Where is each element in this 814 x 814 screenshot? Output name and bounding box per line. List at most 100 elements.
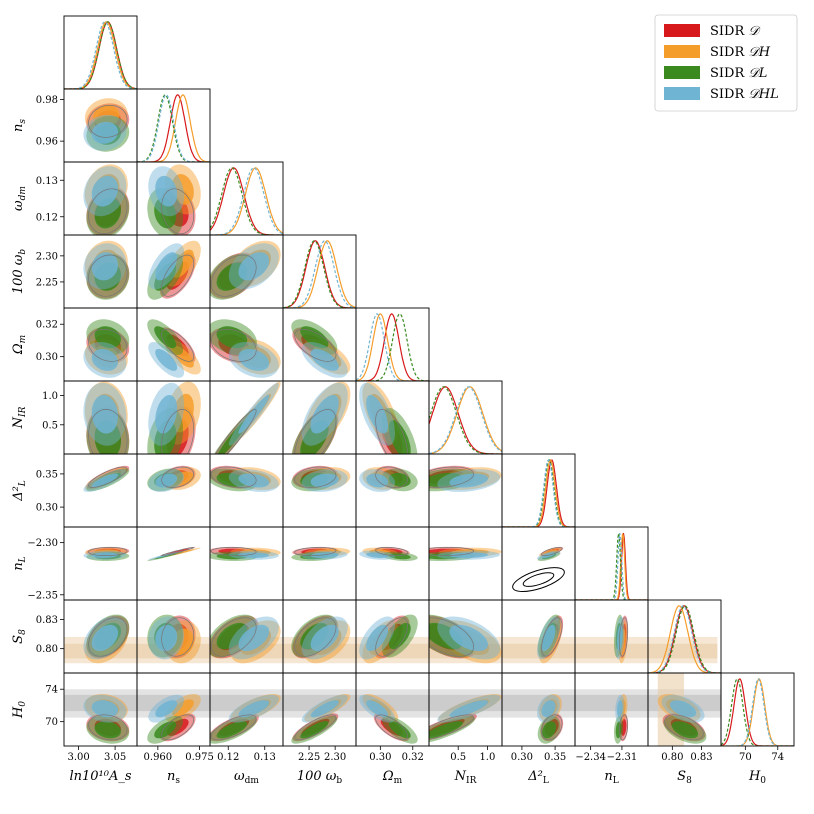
y-tick-label-omb-1: 2.30: [36, 251, 58, 262]
contour-inner-omdm-S8-3: [238, 624, 270, 652]
panel-nL-nL: [574, 526, 649, 601]
marginal-Om-series-2: [356, 313, 429, 381]
contour-inner-Om-H0-3: [366, 700, 388, 718]
contour-ring-nL-S8: [619, 617, 628, 657]
panel-ns-omdm: [136, 161, 211, 236]
marginal-Om-series-0: [356, 313, 429, 381]
panel-omdm-omdm: [209, 161, 284, 236]
contour-inner-omdm-NIR-3: [238, 395, 270, 434]
marginal-Om-series-1: [356, 313, 429, 381]
contour-ring-NIR-DL2: [429, 466, 474, 488]
marginal-omb-series-0: [283, 240, 356, 308]
panel-frame: [501, 453, 576, 528]
legend: SIDR 𝒟 SIDR 𝒟H SIDR 𝒟L SIDR 𝒟HL: [654, 14, 798, 112]
y-axis-label-DL2: Δ²L: [11, 480, 28, 502]
panels: [63, 15, 795, 747]
panel-NIR-S8: [428, 599, 503, 674]
contour-inner-DL2-H0-3: [541, 700, 556, 718]
x-tick-label-S8-0: 0.80: [661, 752, 683, 763]
marginal-nL-series-1: [575, 533, 648, 600]
x-axis-label-omdm: ωdm: [234, 769, 259, 786]
contour-inner-omb-nL-3: [310, 552, 339, 558]
contour-inner-nL-H0-0: [620, 718, 627, 736]
contour-inner-omdm-Om-3: [238, 349, 270, 371]
marginal-NIR-series-2: [429, 386, 502, 454]
y-tick-label-ns-0: 0.96: [36, 137, 58, 148]
contour-ring-nL-H0: [619, 714, 628, 741]
x-tick-label-NIR-1: 1.0: [479, 752, 495, 763]
contour-inner-ns-nL-0: [166, 548, 189, 555]
y-tick-label-NIR-0: 0.5: [42, 420, 58, 431]
y-tick-label-S8-1: 0.83: [36, 615, 58, 626]
contour-ring-ns-omb: [161, 254, 195, 297]
marginal-nL-series-0: [575, 532, 648, 600]
contour-inner-Om-NIR-3: [366, 395, 388, 434]
contour-ring-lnAs-omdm: [88, 188, 128, 235]
contour-inner-omdm-H0-2: [216, 721, 248, 739]
marginal-omdm-series-3: [210, 167, 283, 235]
y-axis-label-omb: 100 ωb: [11, 249, 28, 295]
marginal-H0-series-3: [721, 678, 794, 746]
contour-inner-omdm-omb-3: [238, 252, 270, 281]
panel-omdm-omb: [209, 234, 284, 309]
panel-ns-nL: [136, 526, 211, 601]
panel-ns-Om: [136, 307, 211, 382]
contour-inner-lnAs-omdm-3: [91, 175, 118, 207]
legend-label-3: SIDR 𝒟HL: [710, 87, 779, 102]
contour-inner-nL-H0-3: [617, 700, 623, 718]
contour-inner-ns-H0-2: [154, 721, 177, 739]
x-tick-label-omb-1: 2.30: [324, 752, 346, 763]
panel-frame: [63, 453, 138, 528]
contour-inner-omb-H0-2: [300, 721, 329, 739]
panel-lnAs-NIR: [63, 380, 138, 455]
contour-inner-ns-DL2-3: [155, 473, 178, 488]
contour-ring-Om-NIR: [375, 409, 409, 454]
contour-inner-ns-omdm-3: [155, 175, 178, 207]
contour-ring-ns-DL2: [161, 466, 195, 488]
contour-ring-lnAs-NIR: [88, 409, 128, 454]
contour-inner-lnAs-NIR-3: [91, 395, 118, 434]
contour-inner-lnAs-H0-3: [91, 700, 118, 718]
contour-ring-omb-S8: [294, 617, 337, 657]
contour-inner-S8-H0-2: [671, 721, 699, 739]
panel-DL2-H0: [501, 672, 576, 747]
x-axis-label-ns: ns: [167, 769, 180, 786]
inset-ellipses: [512, 567, 565, 593]
x-axis-label-S8: S8: [677, 769, 692, 786]
y-tick-label-H0-0: 70: [45, 717, 58, 728]
contour-ring-ns-omdm: [161, 188, 195, 235]
panel-frame: [428, 526, 503, 601]
panel-NIR-NIR: [428, 380, 503, 455]
contour-inner-ns-Om-3: [155, 349, 178, 371]
panel-frame: [355, 526, 430, 601]
x-axis-label-lnAs: ln10¹⁰A_s: [69, 769, 131, 784]
panel-NIR-DL2: [428, 453, 503, 528]
contour-inner-Om-S8-2: [388, 622, 411, 650]
marginal-DL2-series-1: [502, 458, 575, 527]
marginal-H0-series-0: [721, 678, 794, 746]
panel-frame: [136, 453, 211, 528]
panel-Om-nL: [355, 526, 430, 601]
contour-ring-ns-S8: [161, 617, 195, 657]
x-tick-label-omdm-0: 0.12: [217, 752, 239, 763]
x-tick-label-DL2-0: 0.30: [511, 752, 533, 763]
marginal-H0-series-1: [721, 678, 794, 746]
contour-ring-lnAs-H0: [88, 714, 128, 741]
contour-inner-lnAs-H0-2: [94, 721, 121, 739]
y-tick-label-omdm-0: 0.12: [36, 212, 58, 223]
y-tick-label-NIR-1: 1.0: [42, 391, 58, 402]
contour-inner-ns-NIR-3: [155, 395, 178, 434]
contour-ring-S8-H0: [664, 714, 704, 741]
contour-inner-ns-omb-3: [155, 252, 178, 281]
contour-inner-ns-Om-1: [171, 345, 194, 368]
panel-lnAs-lnAs: [63, 15, 138, 90]
y-axis-label-H0: H0: [11, 701, 28, 719]
contour-inner-lnAs-ns-3: [91, 121, 118, 144]
marginal-ns-series-1: [137, 94, 210, 162]
panel-lnAs-DL2: [63, 453, 138, 528]
marginal-omb-series-3: [283, 240, 356, 308]
panel-frame: [282, 526, 357, 601]
contour-ring-NIR-nL: [429, 547, 474, 556]
y-tick-label-Om-0: 0.30: [36, 352, 58, 363]
y-axis-label-omdm: ωdm: [11, 186, 28, 211]
